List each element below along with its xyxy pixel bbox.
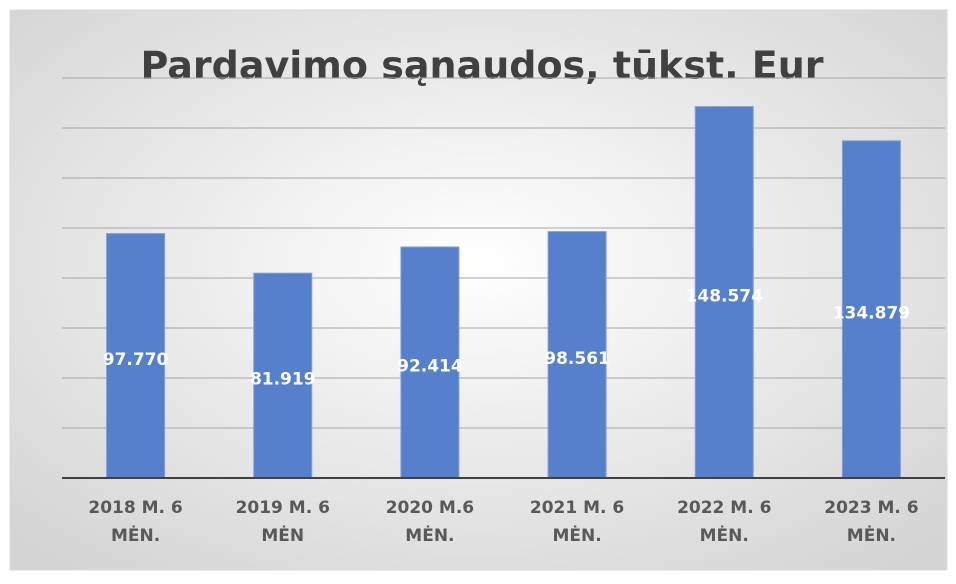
x-tick-label: 2022 M. 6 MĖN. [677,498,771,546]
value-label: 92.414 [397,356,463,376]
x-tick-label: 2023 M. 6 MĖN. [824,498,918,546]
x-tick-label-line: 2023 M. 6 [824,498,918,518]
x-tick-label-line: 2021 M. 6 [530,498,624,518]
x-tick-label-line: MĖN. [700,524,749,546]
value-label: 97.770 [103,350,169,370]
value-label: 134.879 [833,303,910,323]
bar [400,246,460,479]
x-tick-label-line: MĖN. [405,524,454,546]
bar [547,231,607,479]
x-tick-label-line: MĖN. [552,524,601,546]
x-tick-label: 2019 M. 6 MĖN [236,498,330,546]
x-tick-label: 2021 M. 6 MĖN. [530,498,624,546]
x-tick-label-line: MĖN. [111,524,160,546]
x-tick-label-line: MĖN. [847,524,896,546]
chart-title: Pardavimo sąnaudos, tūkst. Eur [140,44,823,88]
value-label: 98.561 [544,349,610,369]
x-tick-label: 2020 M.6 MĖN. [386,498,474,546]
chart-background [9,9,948,571]
bar [253,272,313,479]
x-tick-label-line: 2018 M. 6 [88,498,182,518]
x-tick-label-line: 2020 M.6 [386,498,474,518]
x-tick-label: 2018 M. 6 MĖN. [88,498,182,546]
value-label: 81.919 [250,370,316,390]
bar [694,106,754,479]
value-label: 148.574 [686,286,764,306]
x-tick-label-line: MĖN [261,524,304,546]
bar [841,140,901,479]
x-tick-label-line: 2022 M. 6 [677,498,771,518]
x-tick-label-line: 2019 M. 6 [236,498,330,518]
